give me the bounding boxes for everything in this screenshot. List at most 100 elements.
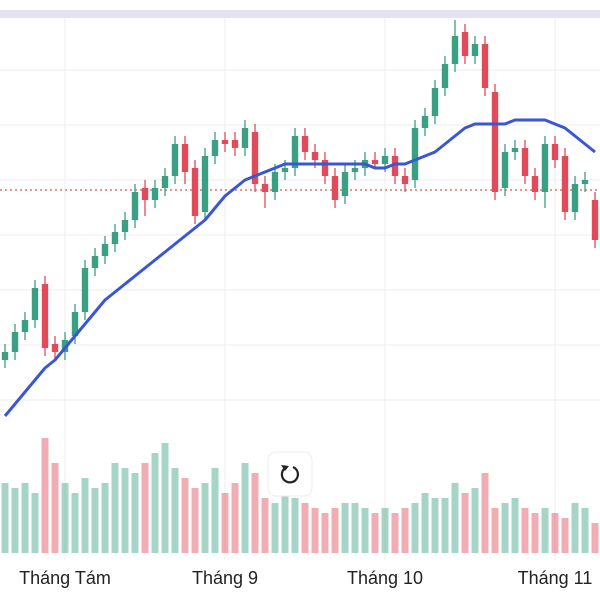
candle-body <box>11 332 19 352</box>
candle-body <box>481 44 489 88</box>
volume-bar <box>161 443 169 553</box>
candle-body <box>151 188 159 200</box>
candle-body <box>191 168 199 216</box>
reset-arrow <box>281 465 289 471</box>
volume-bar <box>421 493 429 553</box>
volume-bar <box>411 503 419 553</box>
volume-bar <box>91 488 99 553</box>
volume-bar <box>551 513 559 553</box>
volume-bar <box>81 478 89 553</box>
volume-bar <box>461 493 469 553</box>
top-bar <box>0 10 600 18</box>
candle-body <box>171 144 179 176</box>
candle-body <box>221 140 229 144</box>
volume-bar <box>151 453 159 553</box>
volume-bar <box>311 508 319 553</box>
volume-bar <box>301 503 309 553</box>
volume-bar <box>1 483 9 553</box>
candle-body <box>431 88 439 116</box>
volume-bar <box>401 508 409 553</box>
candle-body <box>591 200 599 240</box>
volume-bar <box>331 508 339 553</box>
volume-bar <box>531 513 539 553</box>
candle-body <box>491 92 499 192</box>
volume-bar <box>181 478 189 553</box>
candle-body <box>271 172 279 192</box>
candle-body <box>391 156 399 176</box>
candle-body <box>81 268 89 312</box>
candle-body <box>211 140 219 156</box>
candle-body <box>91 256 99 268</box>
candle-body <box>541 144 549 192</box>
volume-bar <box>41 438 49 553</box>
candle-body <box>251 132 259 184</box>
volume-bar <box>481 473 489 553</box>
volume-bar <box>101 483 109 553</box>
volume-bar <box>391 513 399 553</box>
volume-bar <box>501 503 509 553</box>
volume-bar <box>291 498 299 553</box>
x-tick-label: Tháng 10 <box>347 568 423 588</box>
candle-body <box>561 156 569 212</box>
candle-body <box>321 160 329 176</box>
candle-body <box>381 156 389 164</box>
candle-body <box>201 156 209 212</box>
reset-button[interactable] <box>267 451 313 497</box>
candle-body <box>181 144 189 172</box>
volume-bar <box>221 493 229 553</box>
volume-bar <box>61 483 69 553</box>
candle-body <box>311 152 319 160</box>
volume-bar <box>31 493 39 553</box>
volume-bar <box>511 498 519 553</box>
candle-body <box>141 188 149 200</box>
volume-bar <box>471 488 479 553</box>
volume-bar <box>251 473 259 553</box>
volume-bar <box>561 518 569 553</box>
volume-bar <box>171 468 179 553</box>
volume-bar <box>361 508 369 553</box>
x-tick-label: Tháng Tám <box>19 568 111 588</box>
candle-body <box>511 148 519 152</box>
volume-bar <box>371 513 379 553</box>
volume-bar <box>521 508 529 553</box>
candle-body <box>531 176 539 192</box>
candle-body <box>291 136 299 168</box>
volume-bar <box>141 463 149 553</box>
candle-body <box>231 140 239 148</box>
candle-body <box>581 180 589 184</box>
candle-body <box>261 184 269 192</box>
candle-body <box>111 232 119 244</box>
volume-bar <box>321 513 329 553</box>
candle-body <box>461 32 469 56</box>
candle-body <box>41 284 49 348</box>
candle-body <box>521 148 529 176</box>
moving-average <box>3 118 596 417</box>
volume-bar <box>441 498 449 553</box>
volume-bar <box>591 523 599 553</box>
volume-bar <box>131 473 139 553</box>
volume-bar <box>541 508 549 553</box>
candle-body <box>351 168 359 172</box>
reset-icon <box>280 465 300 484</box>
candle-body <box>371 160 379 164</box>
candle-body <box>421 116 429 128</box>
volume-bar <box>231 483 239 553</box>
volume-bar <box>281 493 289 553</box>
candle-body <box>571 184 579 212</box>
candle-body <box>401 176 409 184</box>
volume-bar <box>341 503 349 553</box>
candle-body <box>101 244 109 256</box>
candle-body <box>71 312 79 336</box>
volume-bar <box>581 508 589 553</box>
volume-bar <box>71 493 79 553</box>
candle-body <box>301 136 309 152</box>
x-tick-label: Tháng 9 <box>192 568 258 588</box>
volume-bar <box>211 468 219 553</box>
candle-body <box>331 176 339 200</box>
volume-bar <box>261 498 269 553</box>
plot: Tháng Tám Tháng 9 Tháng 10 Tháng 11 <box>0 18 600 588</box>
candle-body <box>161 176 169 188</box>
volume-bar <box>21 483 29 553</box>
reset-bg[interactable] <box>267 451 313 497</box>
